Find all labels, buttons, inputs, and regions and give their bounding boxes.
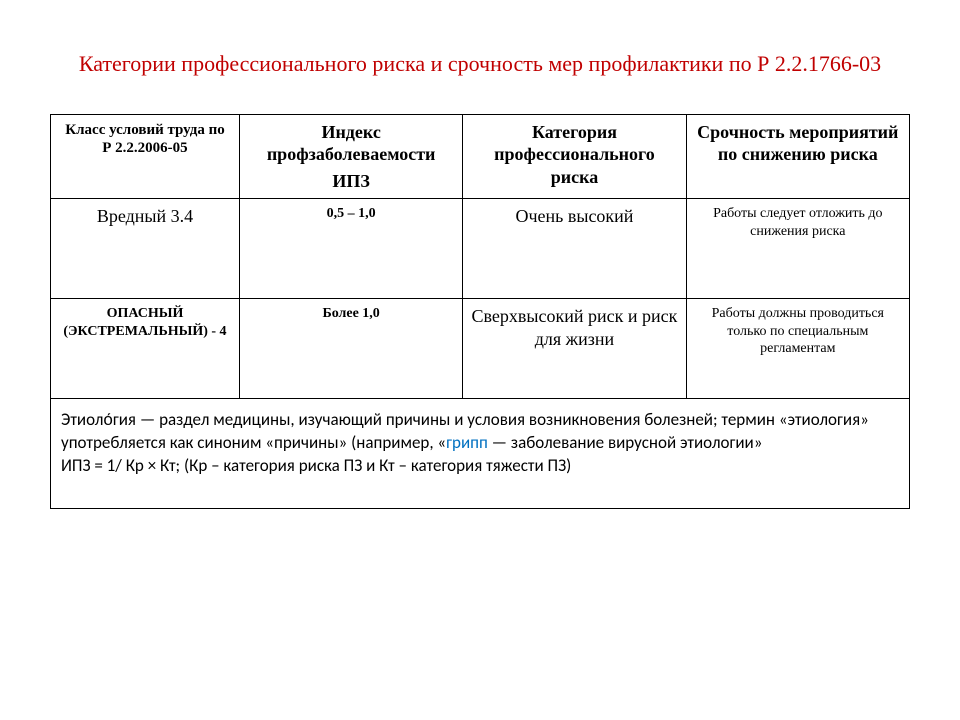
note-text-b: — заболевание вирусной этиологии» [488, 432, 763, 453]
table-row: Вредный 3.4 0,5 – 1,0 Очень высокий Рабо… [51, 199, 910, 299]
table-row: ОПАСНЫЙ (ЭКСТРЕМАЛЬНЫЙ) - 4 Более 1,0 Св… [51, 299, 910, 399]
cell-urgency: Работы следует отложить до снижения риск… [686, 199, 909, 299]
note-link: грипп [446, 432, 488, 453]
header-index: Индекс профзаболеваемости ИПЗ [239, 114, 462, 199]
cell-urgency: Работы должны проводиться только по спец… [686, 299, 909, 399]
cell-category: Очень высокий [463, 199, 686, 299]
cell-index: 0,5 – 1,0 [239, 199, 462, 299]
header-index-main: Индекс профзаболеваемости [267, 122, 436, 165]
cell-class: ОПАСНЫЙ (ЭКСТРЕМАЛЬНЫЙ) - 4 [51, 299, 240, 399]
header-class: Класс условий труда по Р 2.2.2006-05 [51, 114, 240, 199]
header-index-sub: ИПЗ [248, 170, 454, 193]
page-title: Категории профессионального риска и сроч… [50, 50, 910, 79]
cell-index: Более 1,0 [239, 299, 462, 399]
note-cell: Этиоло́гия — раздел медицины, изучающий … [51, 399, 910, 509]
note-line-2: ИПЗ = 1/ Кр × Кт; (Кр – категория риска … [61, 455, 899, 478]
cell-category: Сверхвысокий риск и риск для жизни [463, 299, 686, 399]
table-note-row: Этиоло́гия — раздел медицины, изучающий … [51, 399, 910, 509]
note-line-1: Этиоло́гия — раздел медицины, изучающий … [61, 409, 899, 455]
header-category: Категория профессионального риска [463, 114, 686, 199]
risk-table: Класс условий труда по Р 2.2.2006-05 Инд… [50, 114, 910, 509]
table-header-row: Класс условий труда по Р 2.2.2006-05 Инд… [51, 114, 910, 199]
cell-class: Вредный 3.4 [51, 199, 240, 299]
header-urgency: Срочность мероприятий по снижению риска [686, 114, 909, 199]
